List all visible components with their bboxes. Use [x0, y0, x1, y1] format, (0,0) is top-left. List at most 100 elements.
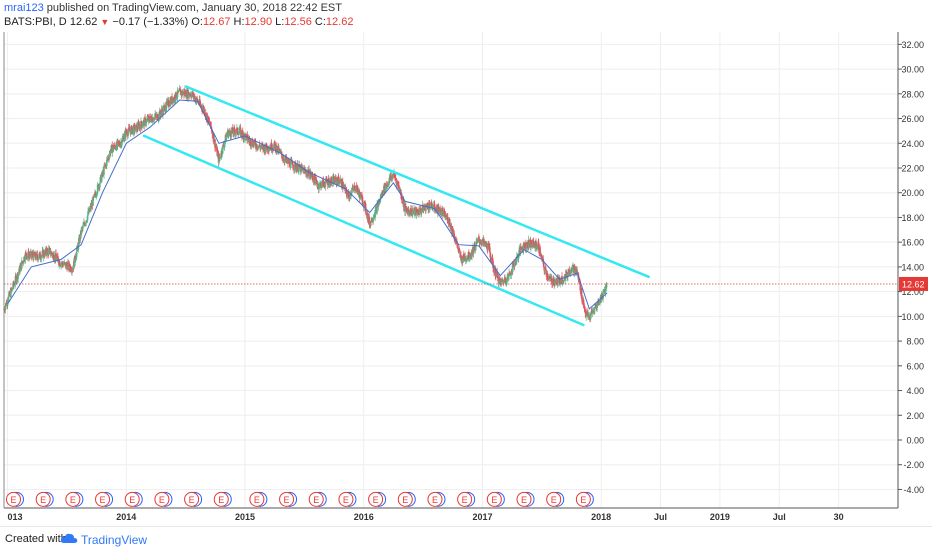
candle-body: [428, 203, 430, 205]
candle-body: [342, 181, 344, 189]
candle-body: [50, 251, 53, 254]
candle-body: [22, 261, 24, 263]
candle-body: [221, 153, 224, 155]
candle-body: [547, 276, 550, 279]
candle-body: [66, 264, 69, 270]
candle-body: [37, 257, 40, 259]
candle-body: [345, 189, 348, 194]
candle-body: [21, 260, 23, 269]
candle-body: [414, 209, 416, 215]
candle-body: [387, 184, 390, 186]
y-tick-label: 24.00: [901, 139, 924, 149]
candle-body: [525, 242, 527, 250]
tradingview-brand[interactable]: TradingView: [81, 533, 148, 547]
candle-body: [229, 130, 231, 133]
candle-body: [580, 288, 583, 299]
x-tick-label: Jul: [773, 512, 786, 522]
candle-body: [278, 148, 280, 153]
candle-body: [430, 201, 433, 203]
candle-body: [327, 178, 330, 186]
candle-body: [82, 224, 85, 226]
candle-body: [357, 191, 360, 194]
candle-body: [118, 142, 121, 146]
candle-body: [310, 175, 313, 177]
candle-body: [549, 276, 551, 279]
candle-body: [354, 190, 356, 192]
candle-body: [235, 132, 237, 134]
candle-body: [164, 110, 167, 112]
candle-body: [473, 244, 476, 249]
y-tick-label: 4.00: [906, 386, 924, 396]
moving-average-line: [7, 99, 608, 310]
candle-body: [573, 266, 576, 274]
x-tick-label: 2015: [235, 512, 255, 522]
candle-body: [171, 96, 173, 103]
candle-body: [149, 119, 151, 123]
candle-body: [291, 161, 294, 165]
candle-body: [304, 169, 306, 171]
candle-body: [3, 309, 6, 311]
candle-body: [19, 265, 22, 272]
candle-body: [71, 269, 73, 272]
candle-body: [601, 293, 603, 299]
candle-body: [172, 98, 175, 103]
event-marker-label: E: [129, 495, 135, 505]
candle-body: [208, 121, 211, 124]
low-value: 12.56: [284, 16, 312, 28]
candle-body: [45, 248, 48, 254]
candle-body: [419, 207, 421, 215]
candle-body: [28, 255, 31, 257]
candle-body: [165, 101, 168, 109]
event-marker: [368, 491, 384, 507]
candle-body: [234, 133, 237, 136]
price-chart[interactable]: 32.00 30.00 28.00 26.00 24.00 22.00 20.00 18.00…: [0, 0, 932, 526]
high-label: H:: [233, 16, 245, 28]
author-link[interactable]: mrai123: [4, 2, 44, 14]
candle-body: [478, 239, 481, 243]
candle-body: [298, 167, 300, 172]
candle-body: [166, 100, 169, 103]
candle-body: [145, 119, 148, 124]
tradingview-cloud-icon[interactable]: [60, 531, 78, 545]
candle-body: [408, 210, 410, 213]
candle-body: [140, 121, 142, 130]
candle-body: [140, 121, 143, 125]
candle-body: [165, 108, 167, 111]
candle-body: [184, 91, 187, 97]
candle-body: [153, 116, 156, 118]
candle-body: [29, 253, 32, 257]
candle-body: [494, 267, 497, 277]
candle-body: [401, 199, 403, 202]
candle-body: [404, 206, 407, 212]
candle-body: [127, 127, 130, 132]
x-tick-label: 2017: [472, 512, 492, 522]
candle-body: [584, 309, 587, 314]
candle-body: [262, 145, 265, 150]
event-marker-label: E: [343, 495, 349, 505]
candle-body: [320, 183, 322, 189]
candle-body: [125, 130, 127, 138]
candle-body: [136, 125, 139, 129]
candle-body: [268, 148, 271, 150]
candle-body: [338, 180, 340, 184]
candle-body: [311, 173, 314, 177]
candle-body: [229, 132, 232, 137]
candle-body: [468, 251, 470, 259]
candle-body: [464, 256, 467, 261]
candle-body: [345, 187, 347, 190]
candle-body: [478, 237, 480, 240]
candle-body: [207, 116, 210, 121]
candle-body: [35, 253, 38, 260]
symbol-label[interactable]: BATS:PBI, D: [4, 16, 67, 28]
candle-body: [492, 260, 494, 269]
candle-body: [115, 141, 118, 150]
y-tick-label: 14.00: [901, 262, 924, 272]
candle-body: [63, 262, 66, 265]
candle-body: [238, 127, 241, 131]
candle-body: [60, 263, 62, 267]
candle-body: [313, 174, 316, 180]
candle-body: [51, 253, 54, 256]
candle-body: [357, 190, 359, 194]
candle-body: [398, 185, 400, 189]
candle-body: [465, 258, 468, 261]
